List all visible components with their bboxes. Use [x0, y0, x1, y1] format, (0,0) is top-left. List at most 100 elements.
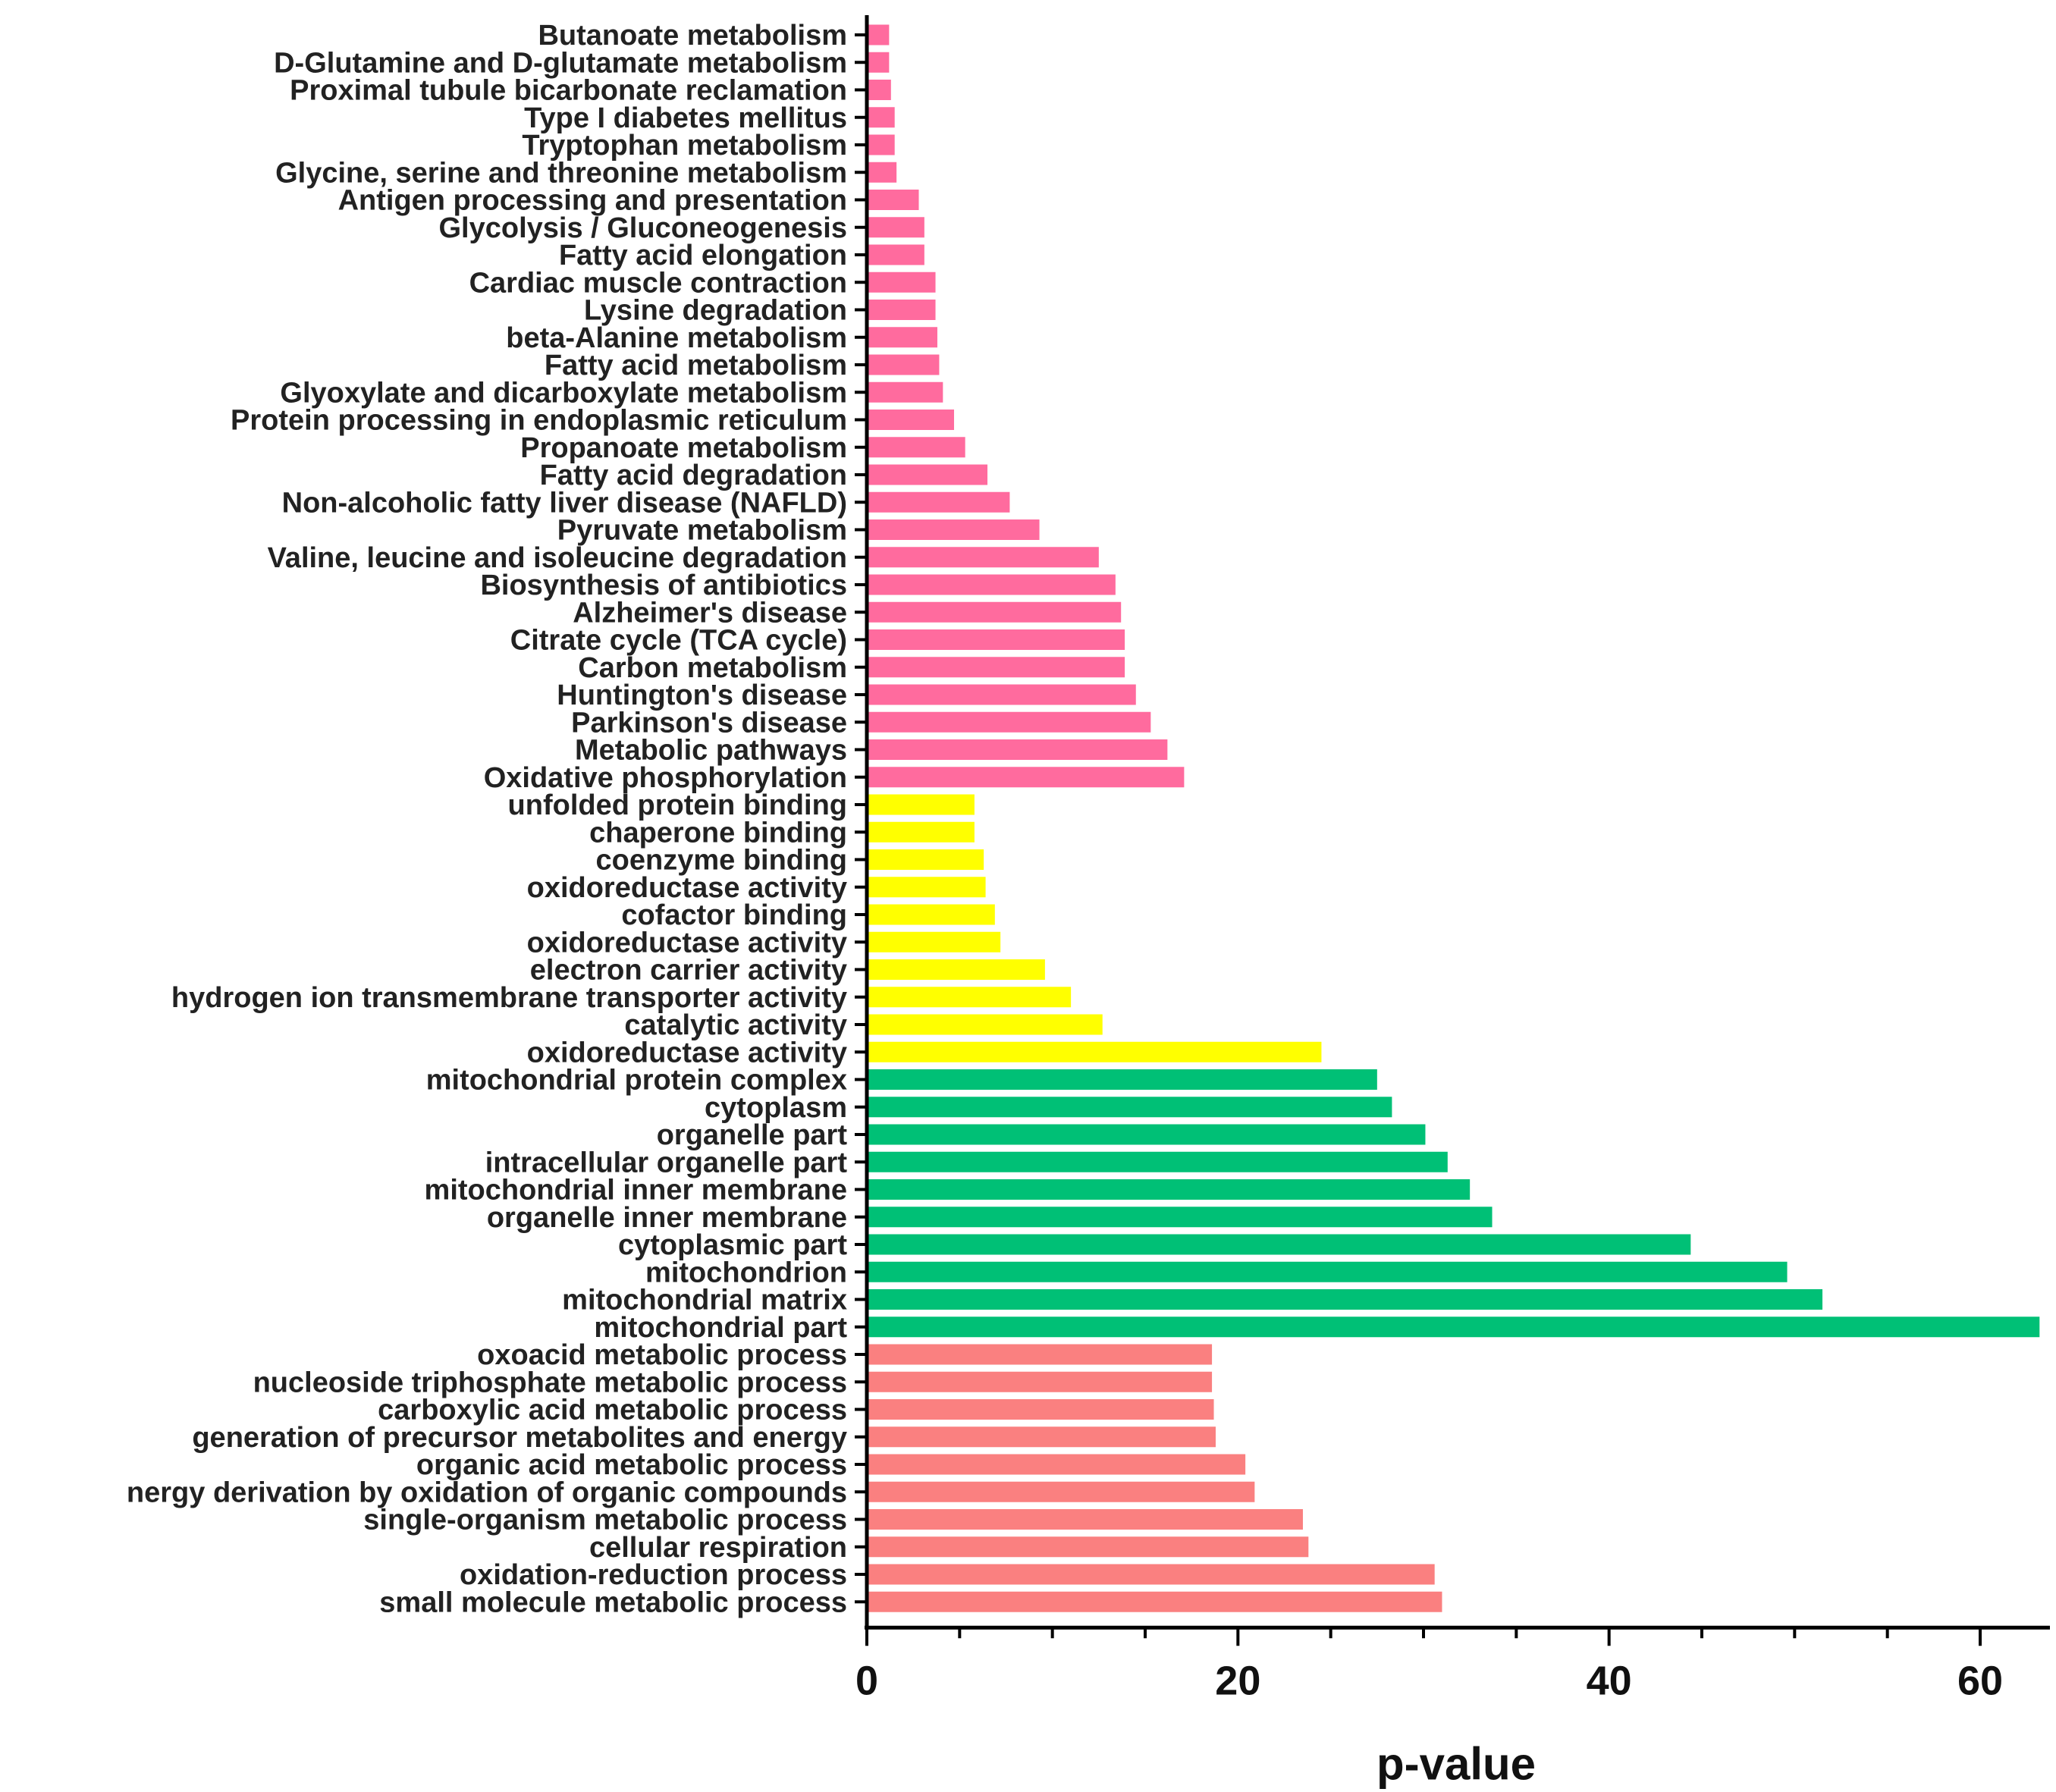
category-label: mitochondrial matrix: [562, 1285, 847, 1317]
category-label: organelle inner membrane: [487, 1202, 847, 1234]
category-label: Protein processing in endoplasmic reticu…: [231, 405, 847, 437]
category-label: Parkinson's disease: [571, 707, 847, 739]
bar: [867, 1454, 1246, 1475]
bar: [867, 629, 1125, 650]
bar: [867, 877, 986, 898]
bar: [867, 80, 891, 100]
category-label: Glycolysis / Gluconeogenesis: [438, 212, 847, 244]
bar: [867, 1371, 1213, 1392]
bar: [867, 1041, 1322, 1062]
bar: [867, 244, 924, 265]
bar: [867, 987, 1072, 1008]
bar: [867, 1317, 2040, 1338]
category-label: nucleoside triphosphate metabolic proces…: [253, 1367, 847, 1398]
x-ticks-group: 0 20 40 60: [855, 33, 2003, 1703]
bar: [867, 300, 936, 320]
category-label: hydrogen ion transmembrane transporter a…: [171, 982, 847, 1014]
bar: [867, 1564, 1435, 1585]
category-label: Antigen processing and presentation: [338, 185, 847, 217]
category-label: unfolded protein binding: [508, 789, 847, 821]
bars-group: [867, 24, 2040, 1612]
bar: [867, 1481, 1255, 1502]
x-tick-label: 20: [1215, 1658, 1260, 1703]
bar: [867, 1124, 1426, 1145]
category-label: Valine, leucine and isoleucine degradati…: [268, 542, 847, 574]
category-label: carboxylic acid metabolic process: [378, 1395, 847, 1426]
category-label: nergy derivation by oxidation of organic…: [127, 1477, 847, 1508]
category-label: Metabolic pathways: [575, 735, 847, 767]
category-label: Propanoate metabolism: [520, 432, 847, 464]
category-label: beta-Alanine metabolism: [506, 322, 847, 354]
category-label: Glyoxylate and dicarboxylate metabolism: [280, 377, 847, 409]
bar: [867, 217, 924, 238]
category-label: chaperone binding: [589, 817, 847, 849]
bar: [867, 410, 954, 430]
bar: [867, 1344, 1213, 1365]
category-label: Glycine, serine and threonine metabolism: [275, 157, 847, 189]
bar: [867, 381, 943, 403]
category-label: Biosynthesis of antibiotics: [480, 570, 847, 601]
bar: [867, 107, 895, 128]
x-tick-label: 60: [1957, 1658, 2003, 1703]
bar: [867, 574, 1116, 595]
bar: [867, 464, 988, 485]
bar: [867, 1179, 1471, 1200]
category-label: mitochondrial protein complex: [426, 1065, 847, 1097]
bar: [867, 849, 984, 870]
bar: [867, 547, 1099, 568]
category-label: Pyruvate metabolism: [557, 515, 847, 547]
bar: [867, 1509, 1303, 1530]
axes-group: [865, 15, 2050, 1630]
category-label: Lysine degradation: [584, 295, 847, 327]
bar: [867, 711, 1151, 733]
bar: [867, 1097, 1392, 1118]
category-label: cellular respiration: [589, 1532, 847, 1564]
bar: [867, 904, 995, 925]
bar: [867, 1536, 1309, 1558]
category-label: Citrate cycle (TCA cycle): [510, 625, 847, 657]
category-label: electron carrier activity: [530, 955, 847, 987]
category-label: catalytic activity: [624, 1009, 847, 1041]
category-label: Cardiac muscle contraction: [469, 267, 847, 299]
bar: [867, 1399, 1214, 1420]
bar: [867, 327, 937, 348]
category-label: Fatty acid metabolism: [545, 350, 847, 381]
category-label: Fatty acid degradation: [540, 460, 847, 491]
bar: [867, 767, 1185, 788]
category-label: single-organism metabolic process: [363, 1505, 847, 1536]
category-label: intracellular organelle part: [485, 1147, 848, 1178]
category-label: organelle part: [657, 1119, 848, 1151]
bar: [867, 437, 965, 458]
category-label: oxidation-reduction process: [460, 1559, 847, 1591]
bar: [867, 1151, 1448, 1172]
bar: [867, 354, 940, 375]
bar: [867, 1069, 1377, 1090]
category-label: oxidoreductase activity: [527, 872, 847, 904]
bar: [867, 1261, 1788, 1282]
x-axis-title: p-value: [1376, 1738, 1536, 1789]
category-label: Butanoate metabolism: [538, 20, 847, 52]
bar: [867, 601, 1122, 623]
category-label: Oxidative phosphorylation: [484, 762, 847, 794]
bar: [867, 1234, 1691, 1255]
x-tick-label: 40: [1587, 1658, 1632, 1703]
bar: [867, 1289, 1823, 1310]
bar: [867, 931, 1001, 952]
bar: [867, 1207, 1493, 1228]
bar: [867, 24, 890, 46]
bar: [867, 52, 890, 73]
bar: [867, 519, 1040, 540]
category-label: Fatty acid elongation: [559, 240, 847, 271]
bar: [867, 271, 936, 293]
category-label: organic acid metabolic process: [416, 1449, 847, 1481]
bar: [867, 134, 895, 155]
category-label: D-Glutamine and D-glutamate metabolism: [274, 47, 847, 79]
bar: [867, 959, 1045, 980]
category-label: Proximal tubule bicarbonate reclamation: [290, 75, 847, 107]
category-label: small molecule metabolic process: [379, 1586, 847, 1618]
category-label: cofactor binding: [621, 899, 847, 931]
category-label: Alzheimer's disease: [573, 597, 847, 629]
